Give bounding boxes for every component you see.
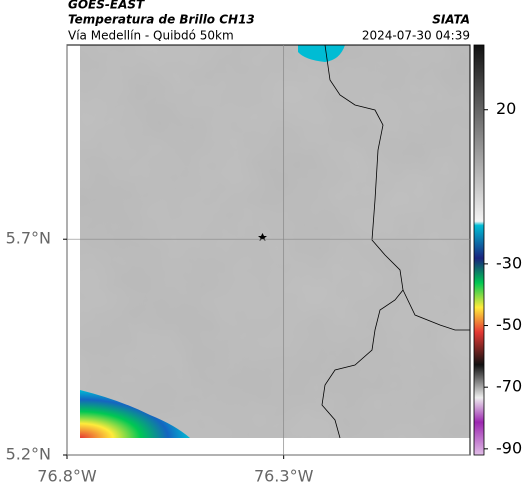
colorbar-label: -70 [496, 377, 522, 396]
boundary [321, 44, 404, 439]
x-tick-label: 76.8°W [37, 467, 97, 486]
cold-cloud-top [298, 45, 345, 62]
subtitle: Vía Medellín - Quibdó 50km [68, 29, 234, 43]
y-tick-label: 5.7°N [6, 229, 51, 248]
colorbar-label: -50 [496, 315, 522, 334]
colorbar-label: -30 [496, 253, 522, 272]
source: SIATA [432, 13, 470, 27]
x-tick-label: 76.3°W [254, 467, 314, 486]
product: GOES-EAST [68, 0, 145, 12]
cloud-texture [80, 45, 470, 438]
colorbar [473, 44, 485, 456]
colorbar-label: -90 [496, 438, 522, 457]
y-tick-label: 5.2°N [6, 445, 51, 464]
map-image [80, 44, 470, 439]
timestamp: 2024-07-30 04:39 [362, 29, 470, 43]
title: Temperatura de Brillo CH13 [68, 13, 255, 27]
cold-cloud-top [80, 390, 190, 438]
colorbar-label: 20 [496, 99, 516, 118]
boundary [402, 289, 470, 331]
